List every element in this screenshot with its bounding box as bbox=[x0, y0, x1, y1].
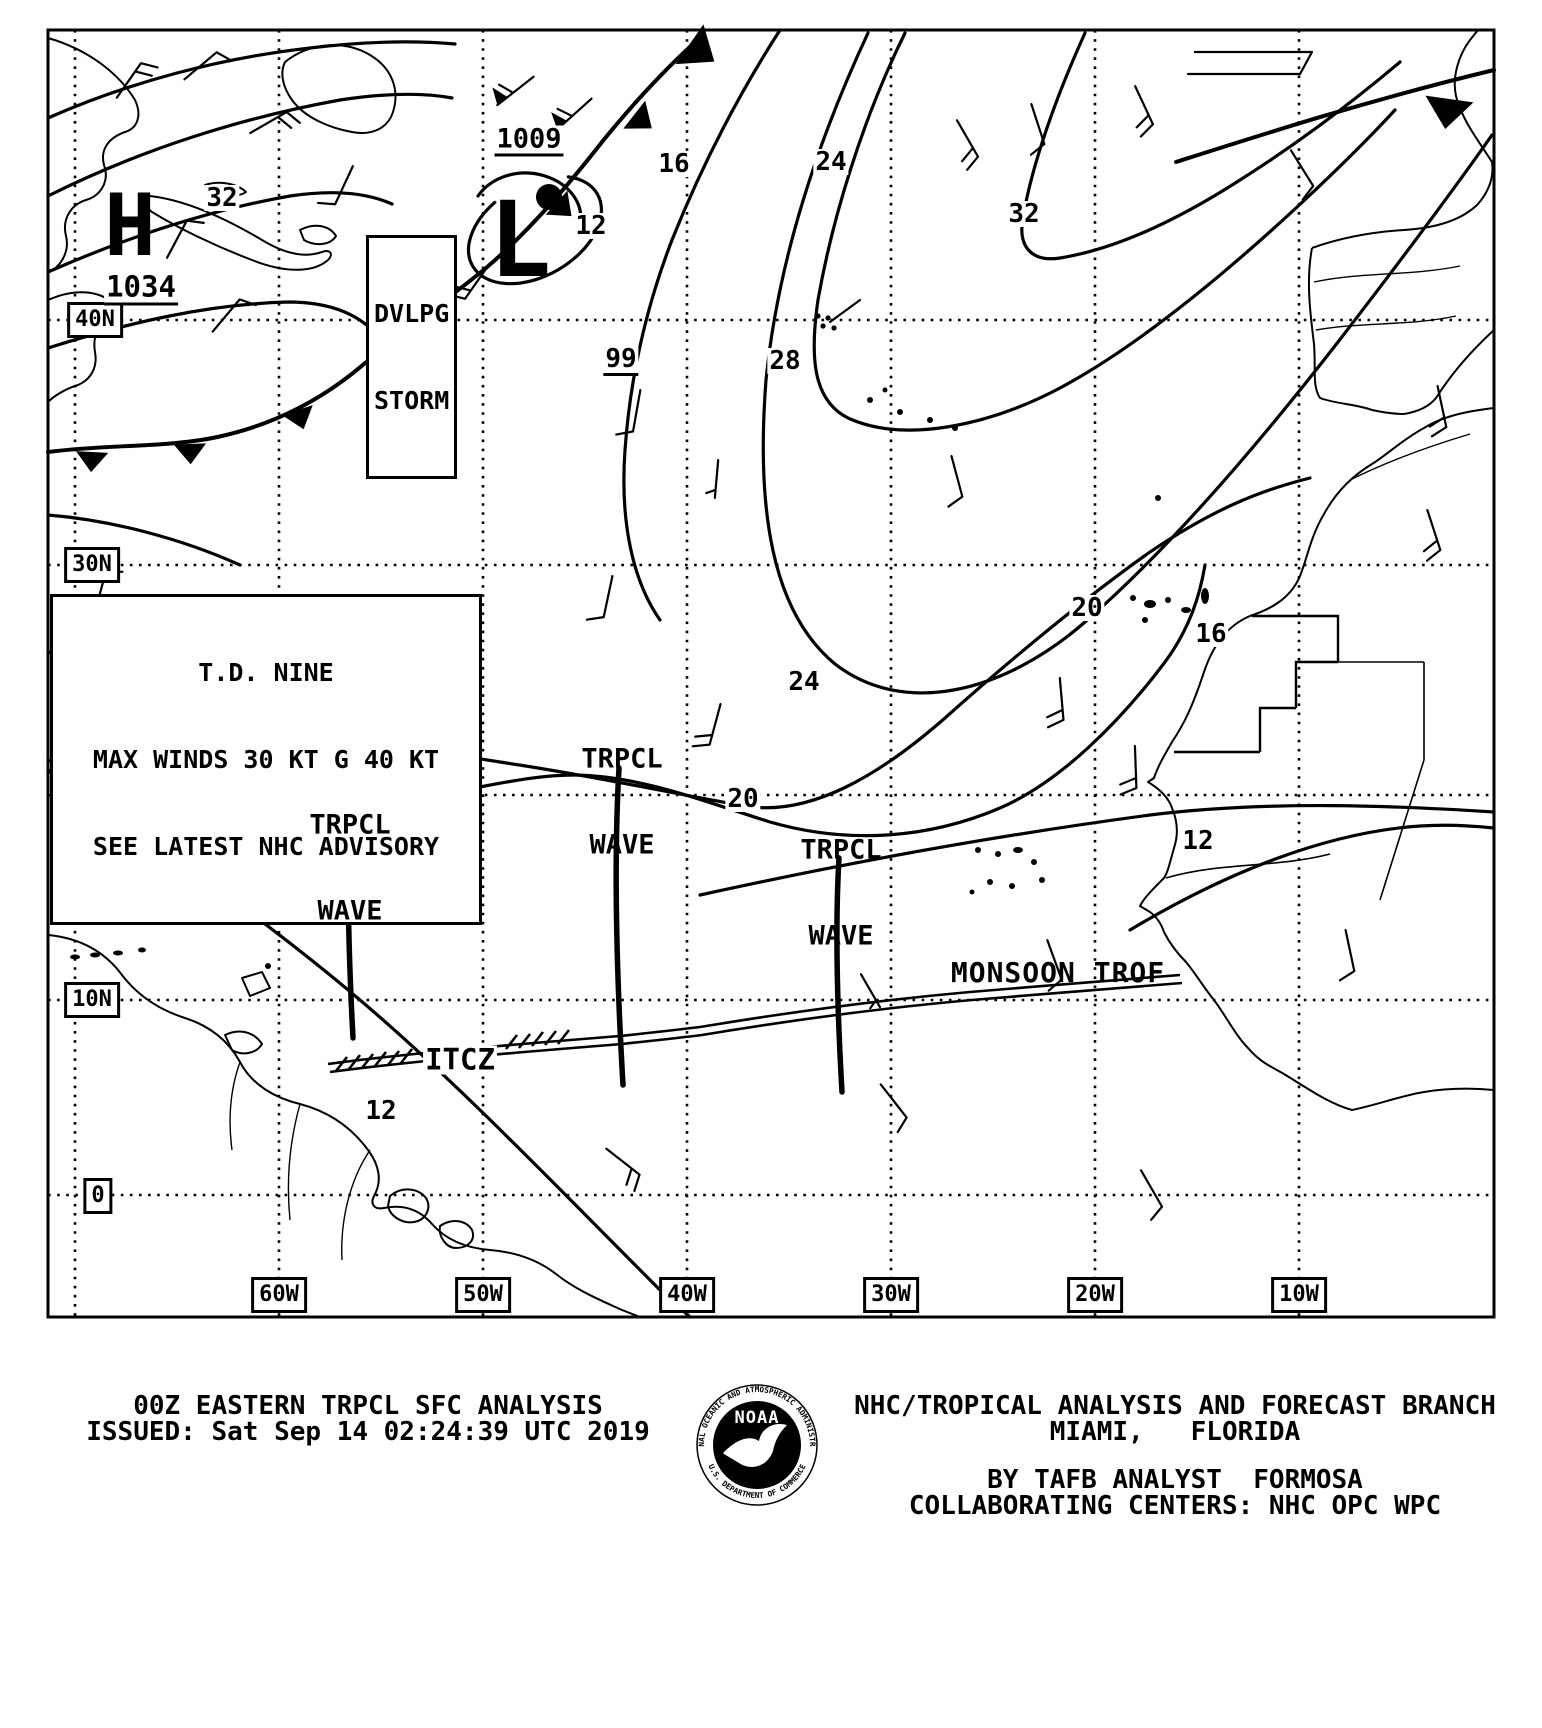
noaa-bird-icon bbox=[723, 1423, 787, 1467]
developing-storm-line2: STORM bbox=[374, 386, 450, 415]
low-pressure-value: 1009 bbox=[494, 123, 564, 157]
lon-label-50w: 50W bbox=[455, 1277, 511, 1313]
isopleth-label-20-canary: 20 bbox=[1069, 593, 1105, 623]
isopleth-label-32-nw: 32 bbox=[204, 183, 240, 213]
isopleth-label-28-central: 28 bbox=[767, 346, 803, 376]
noaa-acronym: NOAA bbox=[735, 1408, 780, 1428]
isopleth-label-20-central: 20 bbox=[725, 784, 761, 814]
td-advisory-box: T.D. NINE MAX WINDS 30 KT G 40 KT SEE LA… bbox=[50, 594, 482, 925]
location-caption: MIAMI, FLORIDA bbox=[1049, 1417, 1301, 1447]
isopleth-label-12-north: 12 bbox=[573, 211, 609, 241]
issued-caption: ISSUED: Sat Sep 14 02:24:39 UTC 2019 bbox=[86, 1417, 650, 1447]
collab-caption: COLLABORATING CENTERS: NHC OPC WPC bbox=[908, 1491, 1442, 1521]
itcz-label: ITCZ bbox=[423, 1042, 497, 1077]
tropical-wave-label-3: TRPCL WAVE bbox=[800, 779, 881, 1010]
tropical-wave-label-1: TRPCL WAVE bbox=[309, 754, 390, 985]
tropical-wave-label-2: TRPCL WAVE bbox=[581, 688, 662, 919]
isopleth-label-24-north: 24 bbox=[813, 147, 849, 177]
map-frame bbox=[46, 28, 1496, 1319]
tropical-wave-axis-3 bbox=[834, 855, 845, 1095]
lon-label-20w: 20W bbox=[1067, 1277, 1123, 1313]
td-advisory-line3: SEE LATEST NHC ADVISORY bbox=[92, 832, 440, 861]
tropical-wave-label-3-line1: TRPCL bbox=[800, 834, 882, 866]
tropical-wave-label-1-line1: TRPCL bbox=[309, 809, 391, 841]
td-advisory-line2: MAX WINDS 30 KT G 40 KT bbox=[92, 745, 440, 774]
developing-storm-box: DVLPG STORM bbox=[366, 235, 458, 479]
high-symbol: H bbox=[104, 176, 156, 276]
lat-label-40n: 40N bbox=[67, 302, 123, 338]
tropical-wave-label-3-line2: WAVE bbox=[808, 920, 874, 952]
lat-label-10n: 10N bbox=[64, 982, 120, 1018]
branch-caption: NHC/TROPICAL ANALYSIS AND FORECAST BRANC… bbox=[854, 1391, 1496, 1421]
monsoon-trof-label: MONSOON TROF bbox=[950, 956, 1166, 989]
tropical-wave-label-2-line1: TRPCL bbox=[581, 743, 663, 775]
tropical-wave-label-2-line2: WAVE bbox=[589, 829, 655, 861]
cold-front bbox=[46, 31, 1496, 469]
isopleth-label-12-africa: 12 bbox=[1180, 826, 1216, 856]
borders bbox=[1165, 614, 1425, 901]
tropical-wave-label-1-line2: WAVE bbox=[317, 895, 383, 927]
secondary-low-value: 99 bbox=[603, 344, 639, 376]
lat-label-30n: 30N bbox=[64, 547, 120, 583]
lat-label-equator: 0 bbox=[83, 1178, 113, 1214]
low-symbol: L bbox=[488, 179, 552, 301]
td-advisory-line1: T.D. NINE bbox=[198, 658, 334, 687]
isopleth-label-12-carib: 12 bbox=[363, 1096, 399, 1126]
ship-observation-dots bbox=[815, 313, 837, 331]
noaa-logo: NATIONAL OCEANIC AND ATMOSPHERIC ADMINIS… bbox=[696, 1384, 818, 1506]
isopleth-label-16-canary: 16 bbox=[1193, 619, 1229, 649]
itcz-line bbox=[327, 1025, 703, 1074]
isopleth-label-24-central: 24 bbox=[786, 667, 822, 697]
high-pressure-value: 1034 bbox=[104, 269, 178, 306]
isopleth-label-32-ne: 32 bbox=[1006, 199, 1042, 229]
developing-storm-line1: DVLPG bbox=[374, 299, 450, 328]
tropical-wave-axis-2 bbox=[613, 765, 626, 1088]
lon-label-30w: 30W bbox=[863, 1277, 919, 1313]
lon-label-40w: 40W bbox=[659, 1277, 715, 1313]
lon-label-60w: 60W bbox=[251, 1277, 307, 1313]
analyst-caption: BY TAFB ANALYST FORMOSA bbox=[987, 1465, 1363, 1495]
isopleth-label-16-north: 16 bbox=[656, 149, 692, 179]
lon-label-10w: 10W bbox=[1271, 1277, 1327, 1313]
wind-barbs bbox=[93, 47, 1449, 1221]
monsoon-trof-line bbox=[699, 973, 1183, 1037]
analysis-caption: 00Z EASTERN TRPCL SFC ANALYSIS bbox=[133, 1391, 603, 1421]
